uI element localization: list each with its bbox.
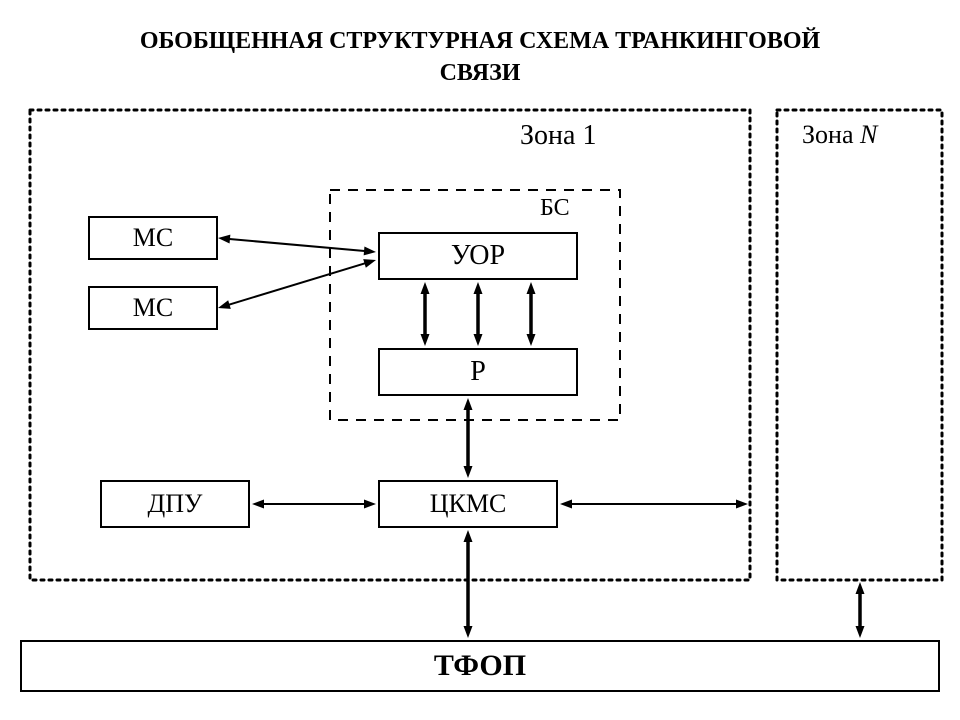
- box-r: Р: [378, 348, 578, 396]
- box-mc2-label: МС: [133, 293, 173, 323]
- page-title-line2: СВЯЗИ: [0, 60, 960, 87]
- box-mc2: МС: [88, 286, 218, 330]
- page-title-line1: ОБОБЩЕННАЯ СТРУКТУРНАЯ СХЕМА ТРАНКИНГОВО…: [0, 28, 960, 55]
- box-dpu: ДПУ: [100, 480, 250, 528]
- box-ckms: ЦКМС: [378, 480, 558, 528]
- box-tfop-label: ТФОП: [434, 649, 526, 683]
- zone1-label: Зона 1: [520, 120, 596, 152]
- bs-group-label: БС: [540, 195, 570, 222]
- box-dpu-label: ДПУ: [148, 489, 203, 519]
- box-r-label: Р: [470, 356, 486, 388]
- box-tfop: ТФОП: [20, 640, 940, 692]
- box-uor-label: УОР: [451, 240, 505, 272]
- zoneN-label-word: Зона: [802, 120, 860, 149]
- box-ckms-label: ЦКМС: [430, 489, 507, 519]
- box-uor: УОР: [378, 232, 578, 280]
- box-mc1: МС: [88, 216, 218, 260]
- box-mc1-label: МС: [133, 223, 173, 253]
- zoneN-label: Зона N: [802, 120, 877, 150]
- zoneN-label-n: N: [860, 120, 877, 149]
